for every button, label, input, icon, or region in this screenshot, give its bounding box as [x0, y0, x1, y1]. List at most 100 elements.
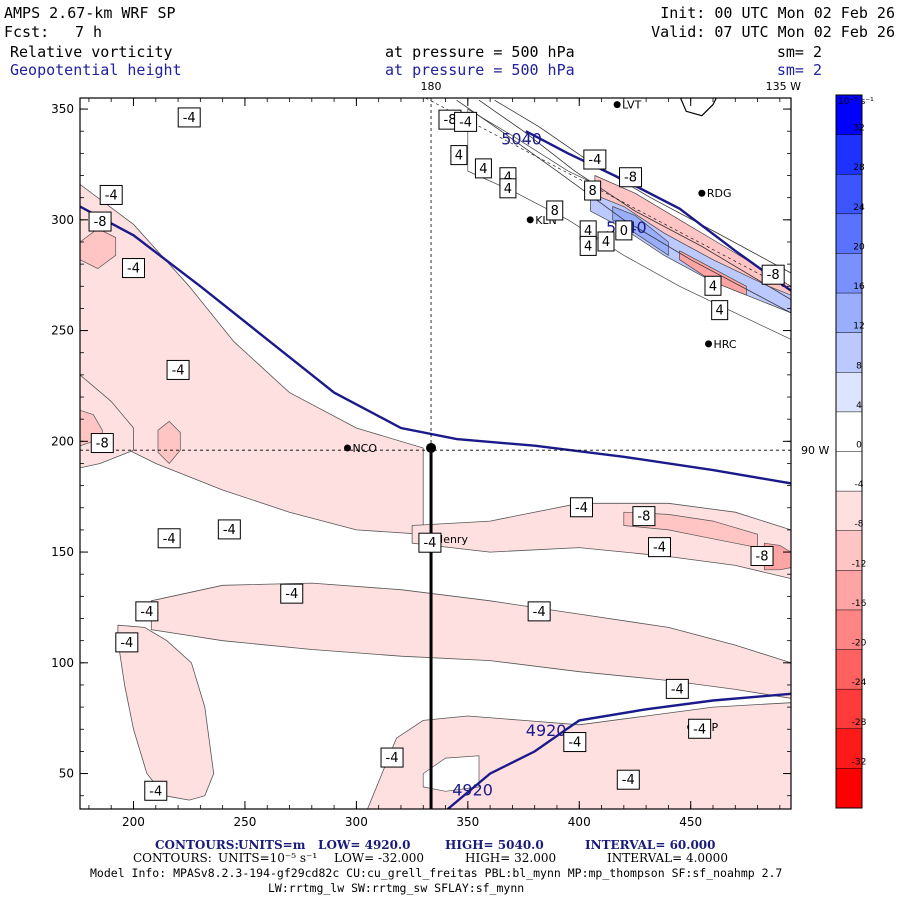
y-tick-label-300: 300 — [51, 213, 74, 227]
field1-level: at pressure = 500 hPa — [385, 43, 575, 61]
contours1-label: CONTOURS: — [155, 838, 239, 852]
vorticity-label-3: -4 — [459, 115, 472, 130]
colorbar-label--4: -4 — [855, 480, 864, 490]
station-label-nco: NCO — [352, 442, 377, 455]
colorbar-segment-15 — [836, 649, 862, 690]
vorticity-label-box-12 — [474, 158, 492, 179]
meridian-135w-label: 135 W — [766, 80, 801, 93]
colorbar-segment-1 — [836, 95, 862, 135]
contours2-high: HIGH= 32.000 — [465, 851, 556, 865]
vorticity-label-box-6 — [619, 167, 643, 188]
colorbar-segment-8 — [836, 372, 862, 413]
vorticity-label-box-21 — [121, 258, 145, 279]
vorticity-label-37: -4 — [568, 736, 581, 751]
vorticity-label-27: -4 — [575, 501, 588, 516]
vorticity-label-19: -4 — [105, 188, 118, 203]
vorticity-label-32: -4 — [533, 605, 546, 620]
vorticity-label-33: -4 — [140, 605, 153, 620]
vorticity-label-4: 4 — [455, 149, 463, 164]
height-contour-label-4: 4920 — [452, 781, 493, 800]
vorticity-label-14: 4 — [504, 182, 512, 197]
vorticity-label-box-14 — [499, 178, 517, 199]
contours2-interval: INTERVAL= 4.0000 — [607, 851, 728, 865]
vorticity-label-31: -4 — [285, 587, 298, 602]
vorticity-label-box-8 — [546, 200, 564, 221]
model-info-line1: Model Info: MPASv8.2.3-194-gf29cd82c CU:… — [90, 866, 782, 880]
vorticity-label-12: 4 — [479, 162, 487, 177]
contours2-units: UNITS=10⁻⁵ s⁻¹ — [218, 851, 317, 865]
vorticity-label-9: 0 — [620, 224, 628, 239]
parallel-90w-label: 90 W — [801, 444, 829, 457]
vorticity-label-box-18 — [761, 264, 785, 285]
vorticity-label-box-31 — [280, 583, 304, 604]
height-contour-3 — [447, 692, 791, 809]
vorticity-label-25: -4 — [223, 523, 236, 538]
colorbar-segment-10 — [836, 451, 862, 492]
vorticity-label-box-25 — [217, 519, 241, 540]
vorticity-label-2: -8 — [444, 113, 457, 128]
vorticity-label-34: -4 — [120, 636, 133, 651]
plot-area: LVTRDGKLNHRCNCOHenryAGP5040504049204920-… — [51, 80, 874, 829]
colorbar-label--24: -24 — [852, 678, 867, 688]
colorbar-label-0: 0 — [856, 441, 862, 451]
vorticity-label-box-30 — [750, 545, 774, 566]
field2-level: at pressure = 500 hPa — [385, 61, 575, 79]
vorticity-label-39: -4 — [622, 773, 635, 788]
vorticity-label-17: 4 — [716, 304, 724, 319]
colorbar-label-4: 4 — [856, 401, 862, 411]
vorticity-label-box-5 — [583, 149, 607, 170]
colorbar-label-8: 8 — [856, 361, 862, 371]
jet-band-red-core — [679, 250, 747, 296]
vorticity-label-29: -4 — [653, 541, 666, 556]
vorticity-label-35: -4 — [671, 682, 684, 697]
colorbar-label-32: 32 — [853, 124, 864, 134]
station-label-lvt: LVT — [622, 99, 641, 112]
vorticity-label-18: -8 — [767, 268, 780, 283]
vorticity-label-box-4 — [450, 145, 468, 166]
vorticity-label-5: -4 — [588, 153, 601, 168]
vorticity-label-box-17 — [711, 300, 729, 321]
jet-contour-line-2 — [478, 99, 791, 300]
field2-sm: sm= 2 — [777, 61, 822, 79]
vorticity-label-box-19 — [99, 184, 123, 205]
colorbar-segment-5 — [836, 253, 862, 294]
y-tick-label-200: 200 — [51, 434, 74, 448]
vorticity-label-box-39 — [616, 769, 640, 790]
vorticity-label-13: 4 — [504, 171, 512, 186]
colorbar-label--32: -32 — [852, 757, 867, 767]
y-tick-label-150: 150 — [51, 545, 74, 559]
vorticity-label-7: 8 — [588, 184, 596, 199]
vorticity-label-11: 4 — [602, 235, 610, 250]
colorbar-segment-9 — [836, 411, 862, 452]
vorticity-label-box-34 — [115, 632, 139, 653]
vorticity-label-box-29 — [647, 537, 671, 558]
station-marker-kln — [526, 216, 534, 224]
vorticity-label-box-9 — [615, 220, 633, 241]
colorbar-segment-17 — [836, 728, 862, 769]
vorticity-label-20: -8 — [94, 215, 107, 230]
init-time: Init: 00 UTC Mon 02 Feb 26 — [660, 4, 895, 22]
station-label-hrc: HRC — [714, 338, 737, 351]
colorbar-label--20: -20 — [852, 639, 867, 649]
x-tick-label-450: 450 — [679, 815, 702, 829]
vorticity-label-10: 4 — [584, 224, 592, 239]
vorticity-label-8: 8 — [551, 204, 559, 219]
colorbar-segment-3 — [836, 174, 862, 215]
jet-band-blue-core — [612, 205, 669, 256]
station-label-rdg: RDG — [707, 187, 732, 200]
vorticity-label-36: -4 — [693, 722, 706, 737]
colorbar-segment-16 — [836, 689, 862, 730]
colorbar-label-12: 12 — [853, 322, 864, 332]
vorticity-label-24: -4 — [163, 532, 176, 547]
vorticity-label-box-36 — [688, 718, 712, 739]
contours2-label: CONTOURS: — [133, 851, 212, 865]
vorticity-label-box-24 — [157, 528, 181, 549]
vorticity-label-box-28 — [632, 506, 656, 527]
colorbar-segment-13 — [836, 570, 862, 611]
vorticity-label-box-40 — [144, 780, 168, 801]
vorticity-label-6: -8 — [624, 171, 637, 186]
vorticity-label-box-1 — [177, 107, 201, 128]
vorticity-label-box-20 — [88, 211, 112, 232]
colorbar-label--12: -12 — [852, 559, 867, 569]
